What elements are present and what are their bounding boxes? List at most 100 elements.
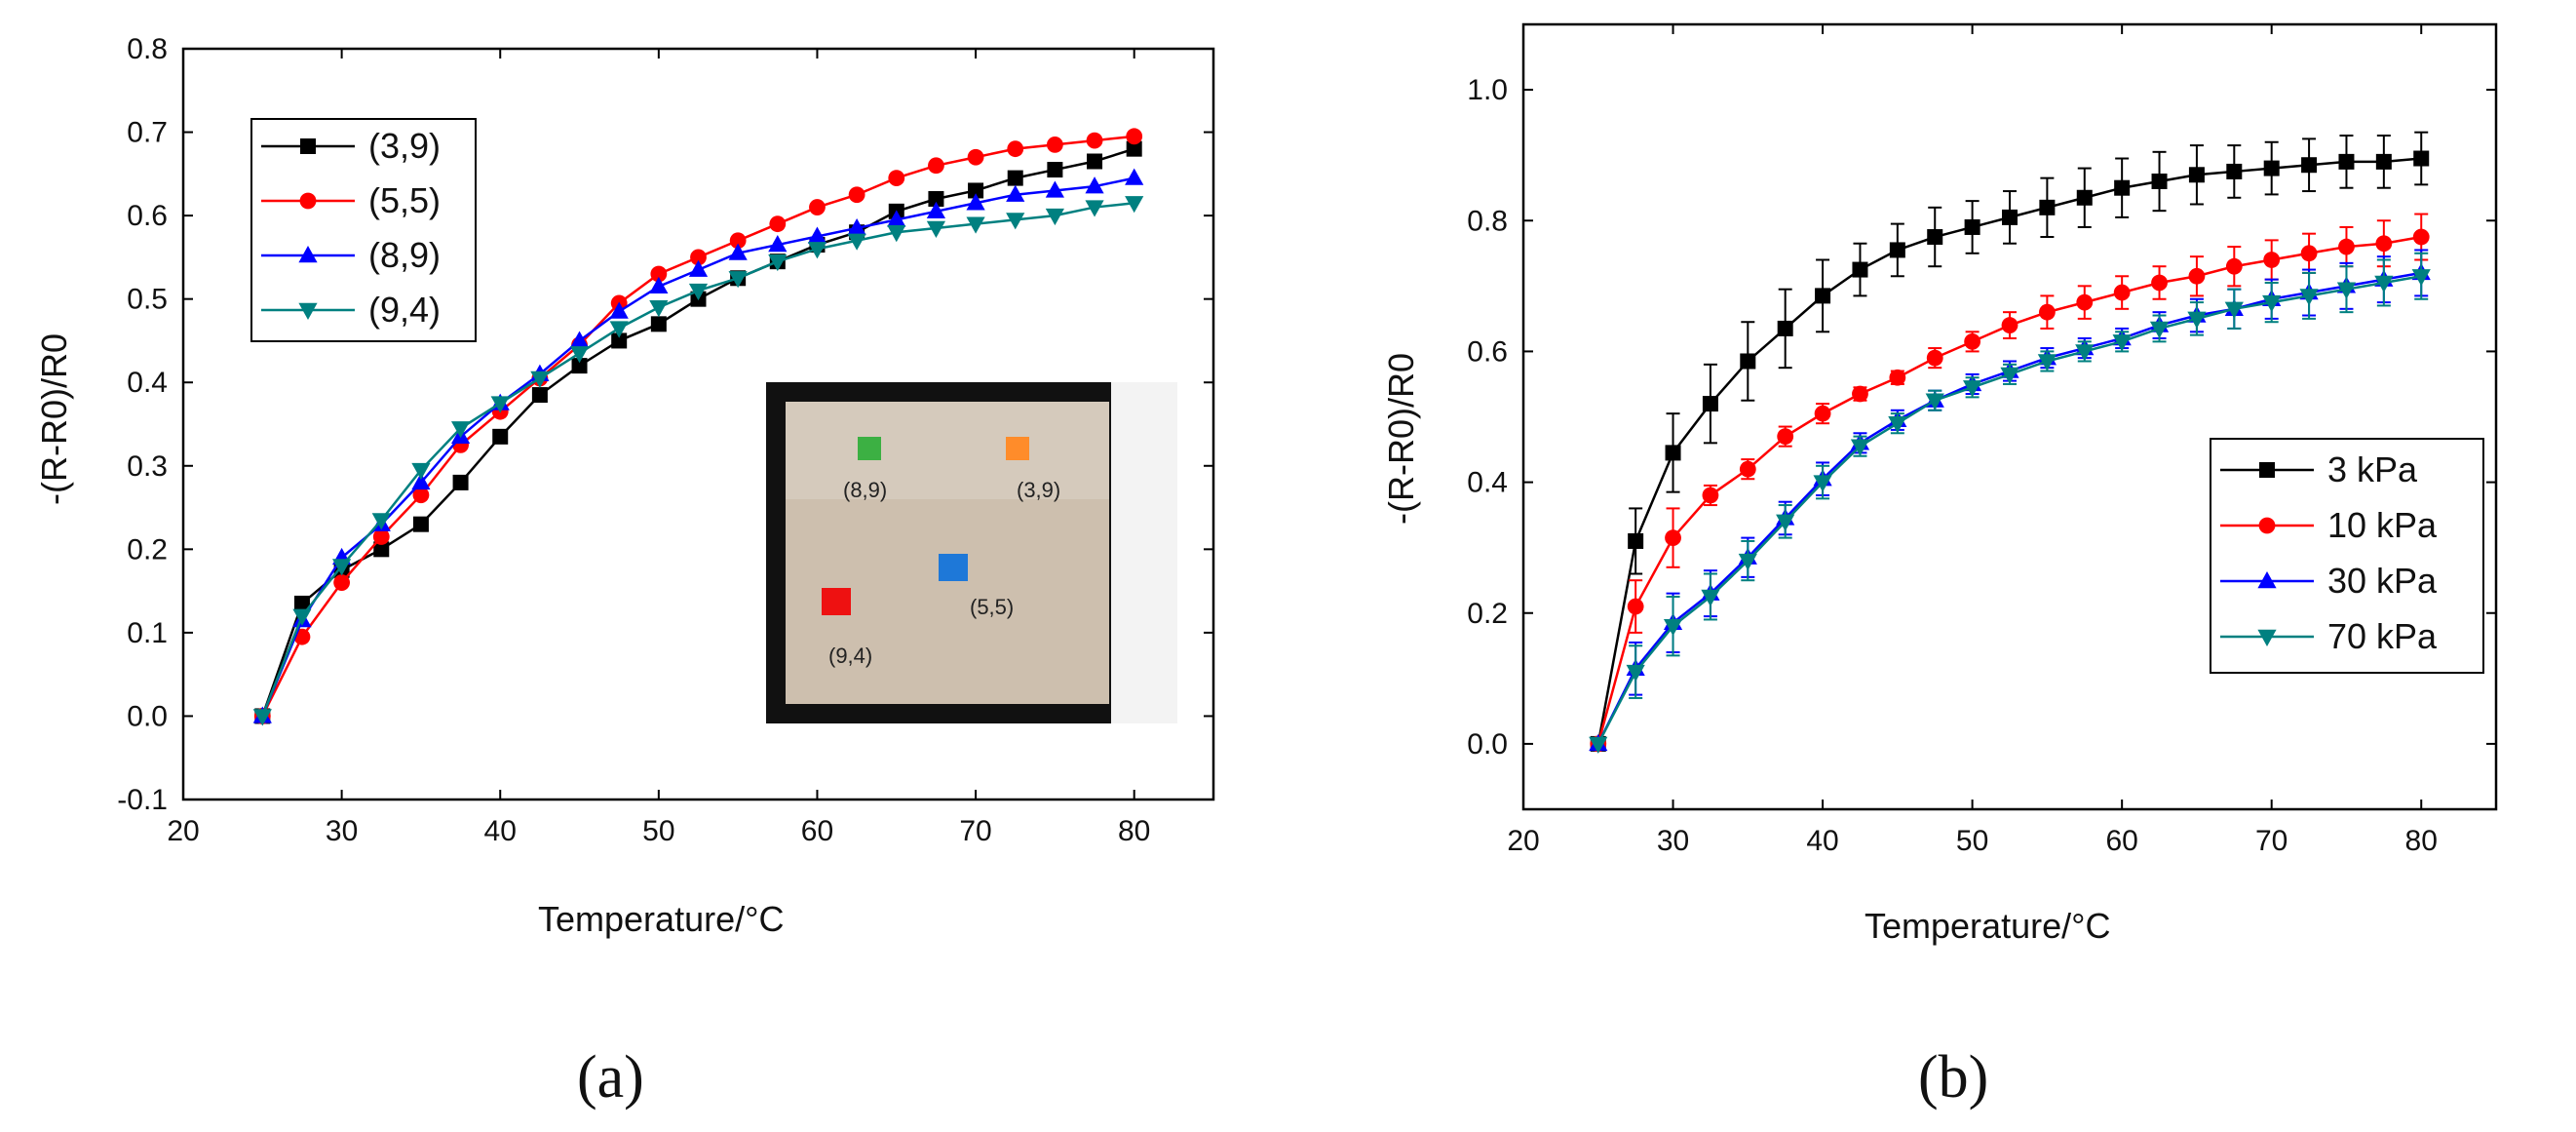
b-series-3-point-20 [2336, 282, 2357, 299]
b-legend-label-1: 10 kPa [2327, 505, 2438, 545]
b-series-1-point-20 [2338, 238, 2355, 255]
a-series-0-point-6 [492, 428, 509, 445]
b-series-3-point-14 [2112, 334, 2132, 352]
a-series-0-point-1 [293, 595, 310, 611]
a-y-tick-label-7: 0.6 [127, 200, 168, 232]
b-series-1-point-17 [2225, 257, 2243, 275]
b-series-3-point-19 [2299, 289, 2319, 306]
b-y-tick-label-4: 0.8 [1467, 205, 1508, 237]
panel-b: 20 30 40 50 60 70 80 0.0 0.2 0.4 0.6 0.8 1.0 3 kPa 10… [1381, 22, 2498, 1111]
b-x-tick-label-0: 20 [1507, 825, 1539, 857]
a-series-1-point-16 [888, 170, 905, 187]
a-legend-label-3: (9,4) [368, 290, 441, 330]
panel-label-b: (b) [1918, 1044, 1988, 1111]
b-x-tick-label-2: 40 [1806, 825, 1838, 857]
b-series-0-point-10 [1964, 218, 1980, 235]
a-series-0-point-10 [650, 316, 667, 332]
a-series-3-point-3 [371, 513, 391, 530]
a-series-2-point-15 [847, 217, 866, 236]
b-series-0-point-22 [2413, 150, 2430, 167]
a-series-0-point-9 [611, 332, 628, 349]
b-legend-marker-0 [2259, 462, 2275, 478]
b-series-3-point-9 [1925, 393, 1944, 410]
b-legend-label-0: 3 kPa [2327, 449, 2418, 489]
a-y-tick-label-5: 0.4 [127, 367, 168, 399]
a-y-tick-label-8: 0.7 [127, 117, 168, 149]
a-series-3-point-5 [450, 421, 471, 439]
b-legend-marker-1 [2258, 517, 2276, 534]
b-x-tick-label-3: 50 [1956, 825, 1988, 857]
b-series-3-point-21 [2374, 275, 2394, 293]
a-series-0-point-17 [928, 191, 944, 207]
a-series-3-point-13 [768, 254, 788, 272]
legend-b: 3 kPa 10 kPa 30 kPa 70 kPa [2210, 438, 2484, 674]
a-legend-label-2: (8,9) [368, 235, 441, 275]
inset-marker-9-4 [822, 588, 851, 615]
b-y-tick-label-5: 1.0 [1467, 74, 1508, 106]
legend-a: (3,9) (5,5) (8,9) (9,4) [250, 118, 477, 342]
b-series-0-point-2 [1665, 445, 1681, 461]
a-series-1-point-15 [848, 186, 865, 204]
inset-marker-8-9 [858, 437, 881, 460]
panel-label-a: (a) [577, 1044, 644, 1111]
a-series-1-point-12 [729, 232, 747, 250]
a-series-3-point-10 [649, 300, 669, 318]
b-series-1-point-15 [2151, 274, 2168, 292]
b-y-tick-label-1: 0.2 [1467, 598, 1508, 630]
a-series-2-point-4 [411, 472, 431, 490]
b-series-3-point-11 [2000, 367, 2019, 384]
b-series-3-point-8 [1888, 416, 1907, 434]
b-series-0-point-6 [1815, 288, 1831, 304]
inset-marker-3-9 [1006, 437, 1029, 460]
inset-label-8-9: (8,9) [843, 478, 887, 502]
a-legend-marker-3 [298, 302, 318, 320]
a-x-tick-label-3: 50 [642, 815, 674, 847]
a-series-3-point-11 [688, 283, 709, 301]
a-series-3-point-12 [728, 271, 748, 289]
y-axis-label-a: -(R-R0)/R0 [34, 333, 74, 505]
a-series-1-point-17 [928, 157, 944, 175]
b-y-tick-label-3: 0.6 [1467, 335, 1508, 368]
b-series-0-point-19 [2301, 157, 2318, 174]
b-series-1 [1590, 213, 2430, 753]
panel-a: 20 30 40 50 60 70 80 -0.1 0.0 0.1 0.2 0.3 0.4 0.5 0.6 0… [34, 33, 1215, 1111]
b-series-3-point-1 [1626, 664, 1645, 683]
a-series-3-point-21 [1085, 200, 1104, 217]
a-y-tick-label-1: 0.0 [127, 700, 168, 732]
inset-label-3-9: (3,9) [1017, 478, 1060, 502]
b-y-tick-label-0: 0.0 [1467, 728, 1508, 761]
a-series-3-point-7 [530, 371, 550, 388]
a-series-2-point-21 [1085, 176, 1104, 194]
b-x-tick-label-4: 60 [2105, 825, 2137, 857]
b-legend-marker-3 [2257, 629, 2277, 646]
b-series-1-point-22 [2412, 228, 2430, 246]
a-legend-marker-0 [300, 138, 316, 154]
inset-photo: (8,9) (3,9) (5,5) (9,4) [766, 382, 1177, 723]
b-series-3-point-3 [1701, 589, 1720, 606]
b-series-1-point-3 [1702, 487, 1719, 504]
a-series-1-point-11 [690, 249, 707, 266]
a-series-0-point-7 [531, 387, 548, 404]
a-y-tick-label-2: 0.1 [127, 617, 168, 649]
b-series-1-point-13 [2076, 293, 2094, 311]
a-series-3-point-18 [966, 216, 985, 234]
b-series-1-point-10 [1964, 332, 1981, 350]
x-axis-label-b: Temperature/°C [1865, 906, 2111, 946]
a-legend-marker-1 [299, 192, 317, 210]
a-series-2-point-9 [609, 301, 629, 319]
a-x-tick-label-2: 40 [484, 815, 517, 847]
b-series-3-point-5 [1776, 514, 1795, 531]
a-series-3-point-19 [1006, 213, 1025, 230]
b-legend-label-3: 70 kPa [2327, 616, 2438, 656]
b-series-0-point-5 [1777, 320, 1793, 336]
a-series-2 [252, 168, 1144, 723]
a-series-2-point-17 [926, 201, 946, 219]
b-series-0-point-12 [2039, 199, 2056, 215]
a-series-3-point-0 [252, 709, 272, 726]
a-series-3-point-6 [490, 396, 510, 413]
inset-label-9-4: (9,4) [828, 644, 872, 668]
b-series-0-point-18 [2263, 160, 2280, 176]
a-series-0-point-8 [571, 358, 588, 374]
a-series-3-point-15 [847, 233, 866, 251]
